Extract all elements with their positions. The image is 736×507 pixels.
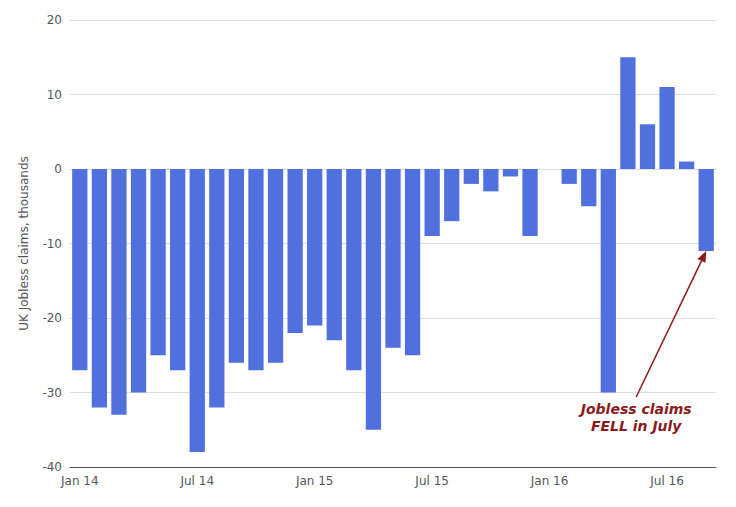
svg-text:10: 10 [47, 88, 62, 102]
svg-text:Jul 15: Jul 15 [414, 474, 449, 488]
svg-text:Jul 16: Jul 16 [649, 474, 684, 488]
svg-text:FELL in July: FELL in July [591, 418, 682, 434]
svg-text:Jobless claims: Jobless claims [578, 401, 692, 417]
svg-text:-10: -10 [42, 237, 62, 251]
svg-text:Jan 16: Jan 16 [530, 474, 569, 488]
svg-text:-30: -30 [42, 386, 62, 400]
svg-text:-20: -20 [42, 311, 62, 325]
svg-text:Jan 15: Jan 15 [295, 474, 334, 488]
svg-text:20: 20 [47, 13, 62, 27]
svg-text:Jan 14: Jan 14 [60, 474, 99, 488]
svg-text:0: 0 [54, 162, 62, 176]
svg-text:-40: -40 [42, 460, 62, 474]
svg-text:UK Jobless claims, thousands: UK Jobless claims, thousands [17, 156, 31, 331]
svg-text:Jul 14: Jul 14 [179, 474, 214, 488]
